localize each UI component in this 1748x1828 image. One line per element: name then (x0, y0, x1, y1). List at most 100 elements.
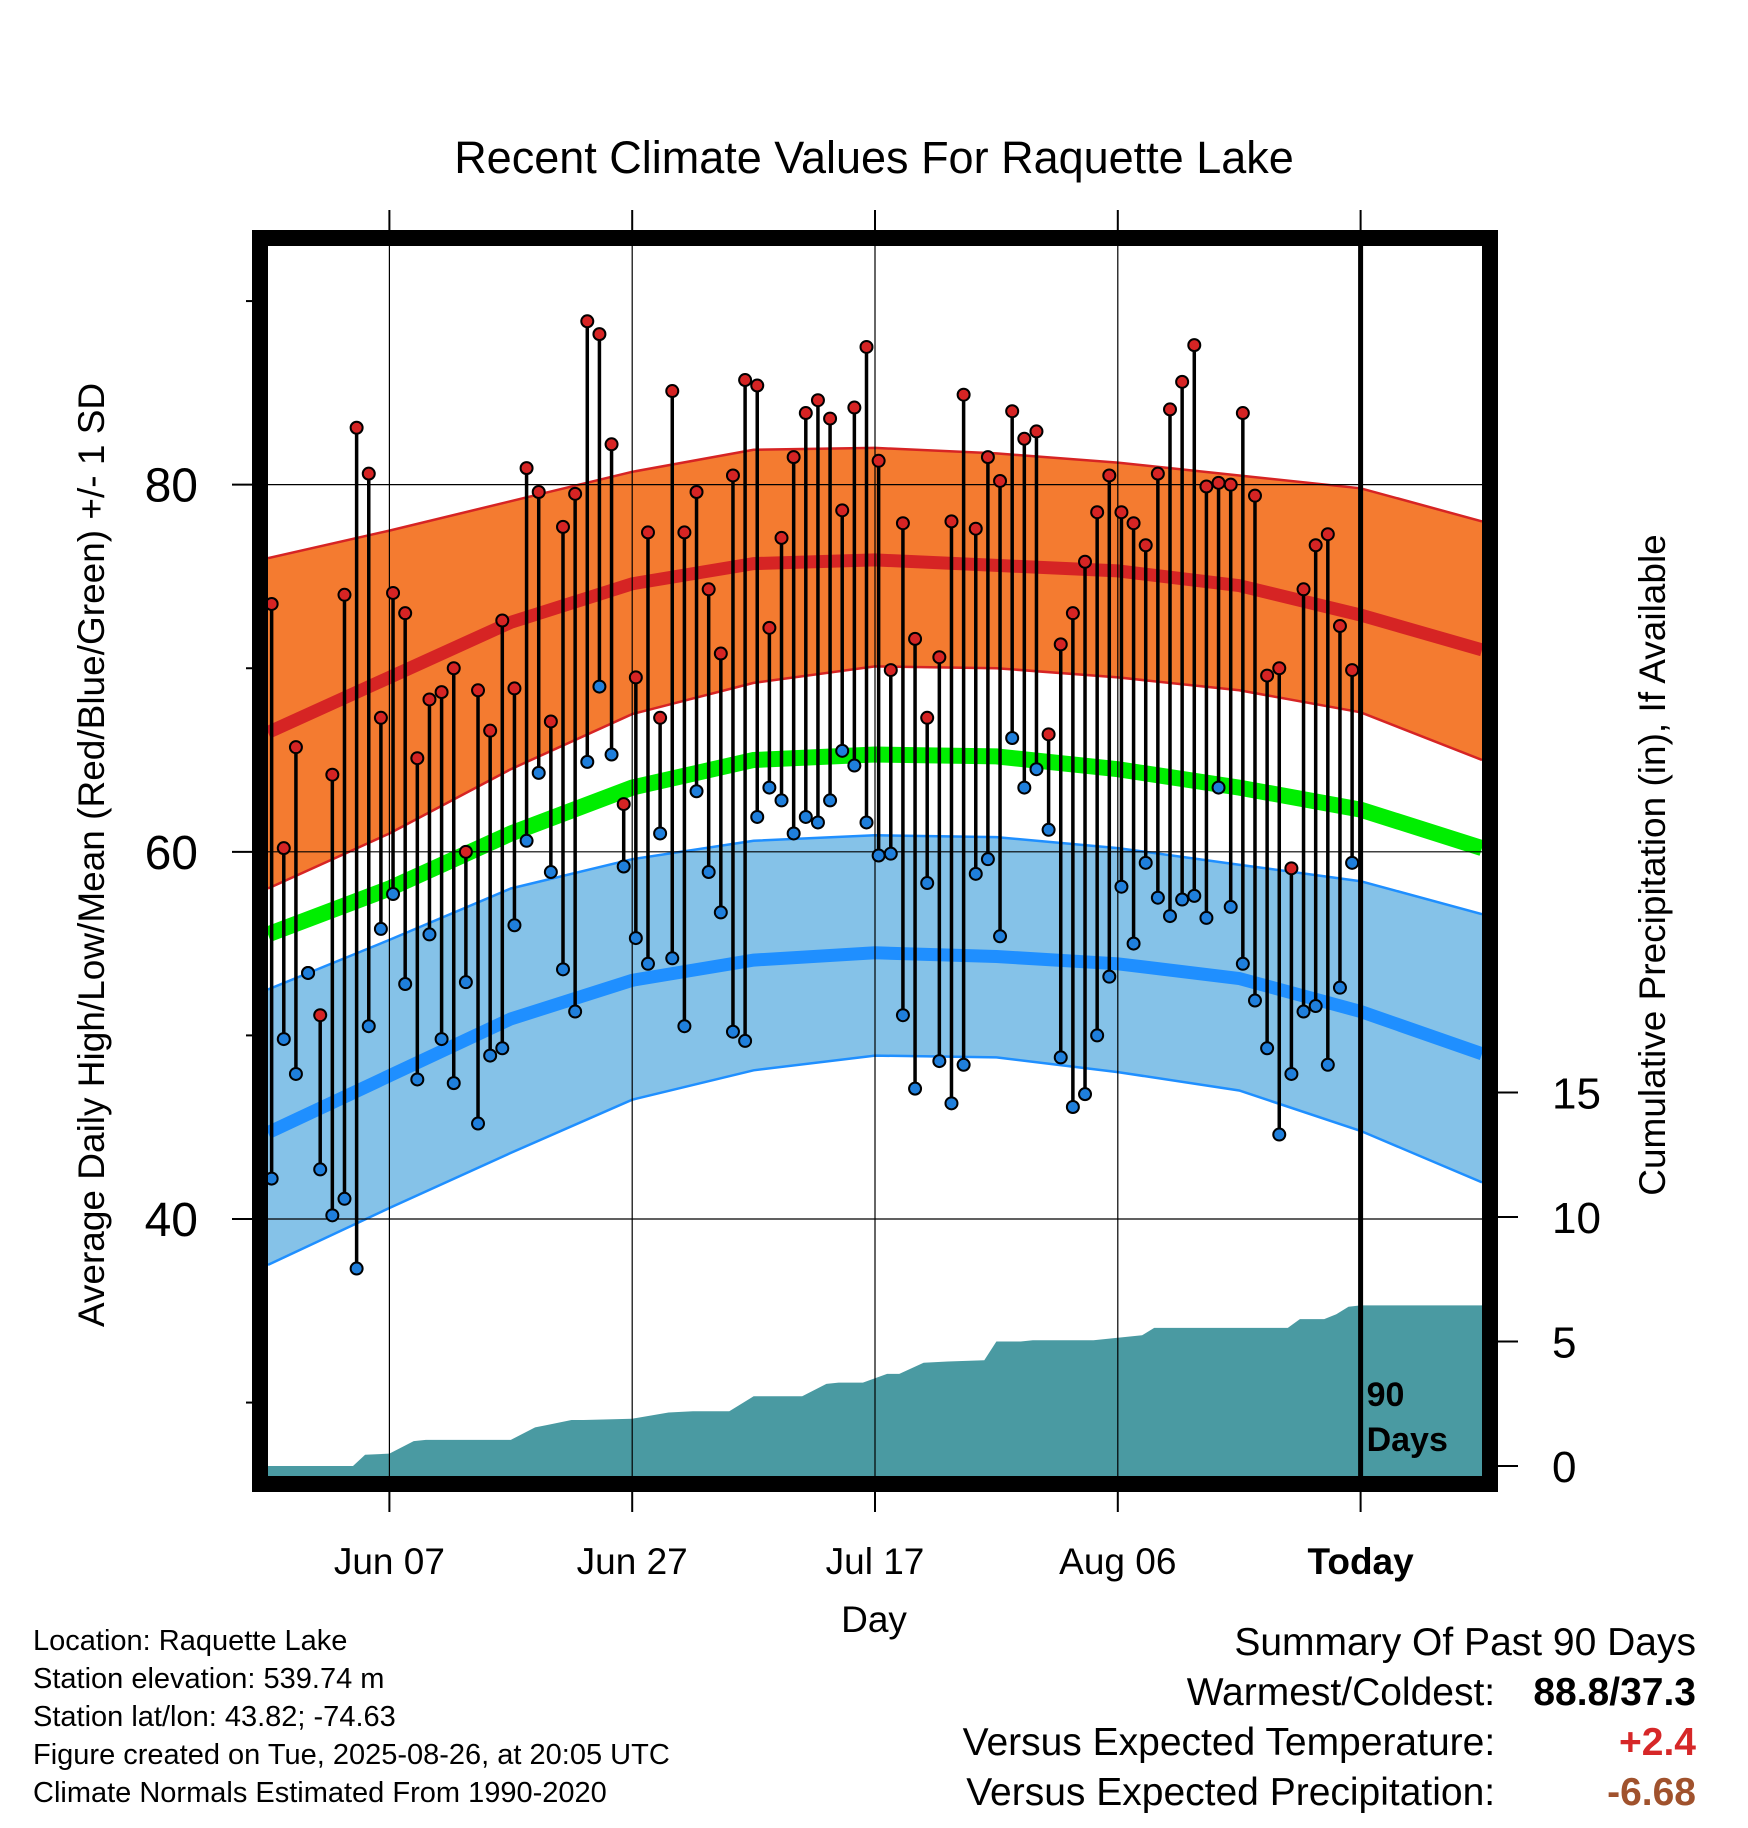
summary-heading: Summary Of Past 90 Days (1234, 1621, 1696, 1664)
daily-low-point (301, 965, 316, 980)
daily-low-point (920, 876, 935, 891)
daily-low-point (1199, 910, 1214, 925)
y-tick-label: 60 (145, 827, 198, 880)
daily-high-point (993, 473, 1008, 488)
daily-low-point (1247, 993, 1262, 1008)
daily-low-point (1235, 956, 1250, 971)
daily-low-point (871, 848, 886, 863)
daily-high-point (1163, 402, 1178, 417)
daily-high-point (895, 516, 910, 531)
x-tick-label: Aug 06 (1059, 1541, 1176, 1582)
daily-low-point (410, 1072, 425, 1087)
daily-high-point (446, 661, 461, 676)
daily-low-point (604, 747, 619, 762)
daily-high-point (1320, 527, 1335, 542)
daily-low-point (823, 793, 838, 808)
daily-high-point (276, 841, 291, 856)
daily-low-point (774, 793, 789, 808)
daily-low-point (883, 846, 898, 861)
warm-cold-value: 88.8/37.3 (1533, 1671, 1696, 1714)
daily-low-point (519, 833, 534, 848)
daily-high-point (616, 797, 631, 812)
daily-high-point (701, 582, 716, 597)
daily-high-point (1126, 516, 1141, 531)
daily-low-point (386, 887, 401, 902)
daily-low-point (1332, 980, 1347, 995)
daily-low-point (446, 1076, 461, 1091)
daily-high-point (944, 514, 959, 529)
chart-title: Recent Climate Values For Raquette Lake (454, 132, 1294, 183)
daily-high-point (1017, 431, 1032, 446)
daily-low-point (677, 1019, 692, 1034)
daily-high-point (1296, 582, 1311, 597)
daily-high-point (580, 314, 595, 329)
elevation-text: Station elevation: 539.74 m (33, 1663, 385, 1695)
y-axis-label: Average Daily High/Low/Mean (Red/Blue/Gr… (71, 383, 112, 1327)
precip-label: Versus Expected Precipitation: (966, 1771, 1496, 1814)
daily-high-point (1211, 475, 1226, 490)
daily-low-point (531, 765, 546, 780)
daily-low-point (1150, 890, 1165, 905)
daily-low-point (325, 1208, 340, 1223)
daily-low-point (568, 1004, 583, 1019)
daily-high-point (531, 485, 546, 499)
daily-low-point (738, 1033, 753, 1048)
daily-high-point (1150, 466, 1165, 481)
daily-high-point (1199, 479, 1214, 494)
daily-low-point (628, 931, 643, 946)
daily-high-point (786, 450, 801, 465)
daily-low-point (798, 809, 813, 824)
daily-high-point (689, 485, 704, 499)
daily-high-point (1284, 861, 1299, 876)
y-tick-label: 40 (145, 1194, 198, 1247)
daily-low-point (507, 918, 522, 933)
daily-high-point (798, 406, 813, 421)
daily-high-point (725, 468, 740, 483)
daily-low-point (1284, 1066, 1299, 1081)
daily-low-point (337, 1191, 352, 1206)
temp-anomaly-value: +2.4 (1619, 1721, 1696, 1764)
daily-low-point (810, 815, 825, 830)
daily-low-point (1090, 1028, 1105, 1043)
daily-low-point (980, 852, 995, 867)
daily-low-point (616, 859, 631, 874)
daily-high-point (1345, 663, 1360, 678)
daily-low-point (556, 962, 571, 977)
daily-high-point (980, 450, 995, 465)
daily-high-point (1308, 538, 1323, 553)
daily-high-point (1260, 668, 1275, 683)
daily-high-point (313, 1008, 328, 1023)
daily-low-point (835, 743, 850, 758)
daily-low-point (458, 975, 473, 990)
daily-low-point (1078, 1087, 1093, 1102)
temp-label: Versus Expected Temperature: (962, 1721, 1496, 1764)
daily-high-point (883, 663, 898, 678)
normals-note-text: Climate Normals Estimated From 1990-2020 (33, 1777, 607, 1809)
daily-low-point (1005, 731, 1020, 745)
daily-high-point (471, 683, 486, 698)
daily-high-point (1029, 424, 1044, 439)
daily-low-point (786, 826, 801, 841)
daily-high-point (859, 339, 874, 354)
daily-high-point (750, 378, 765, 393)
latlon-text: Station lat/lon: 43.82; -74.63 (33, 1701, 396, 1733)
daily-low-point (956, 1057, 971, 1072)
daily-high-point (422, 692, 437, 707)
daily-low-point (1260, 1041, 1275, 1056)
daily-high-point (1332, 619, 1347, 634)
daily-high-point (1102, 468, 1117, 483)
daily-low-point (1211, 780, 1226, 795)
daily-low-point (1138, 855, 1153, 870)
location-text: Location: Raquette Lake (33, 1625, 348, 1657)
daily-low-point (1041, 822, 1056, 837)
daily-low-point (665, 951, 680, 966)
daily-low-point (1114, 879, 1129, 894)
daily-high-point (908, 631, 923, 646)
y2-axis-label: Cumulative Precipitation (in), If Availa… (1632, 534, 1673, 1196)
daily-low-point (1272, 1127, 1287, 1142)
daily-low-point (495, 1041, 510, 1056)
daily-high-point (434, 685, 449, 700)
daily-high-point (568, 486, 583, 501)
daily-low-point (895, 1008, 910, 1023)
daily-high-point (495, 613, 510, 628)
